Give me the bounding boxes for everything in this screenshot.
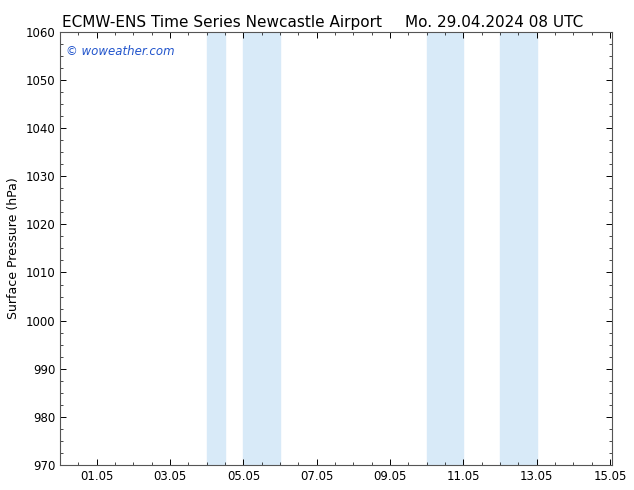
Y-axis label: Surface Pressure (hPa): Surface Pressure (hPa) — [7, 177, 20, 319]
Text: Mo. 29.04.2024 08 UTC: Mo. 29.04.2024 08 UTC — [405, 15, 584, 30]
Bar — [427, 31, 463, 465]
Bar — [243, 31, 280, 465]
Bar — [207, 31, 225, 465]
Text: © woweather.com: © woweather.com — [66, 45, 174, 57]
Text: ECMW-ENS Time Series Newcastle Airport: ECMW-ENS Time Series Newcastle Airport — [62, 15, 382, 30]
Bar — [500, 31, 537, 465]
